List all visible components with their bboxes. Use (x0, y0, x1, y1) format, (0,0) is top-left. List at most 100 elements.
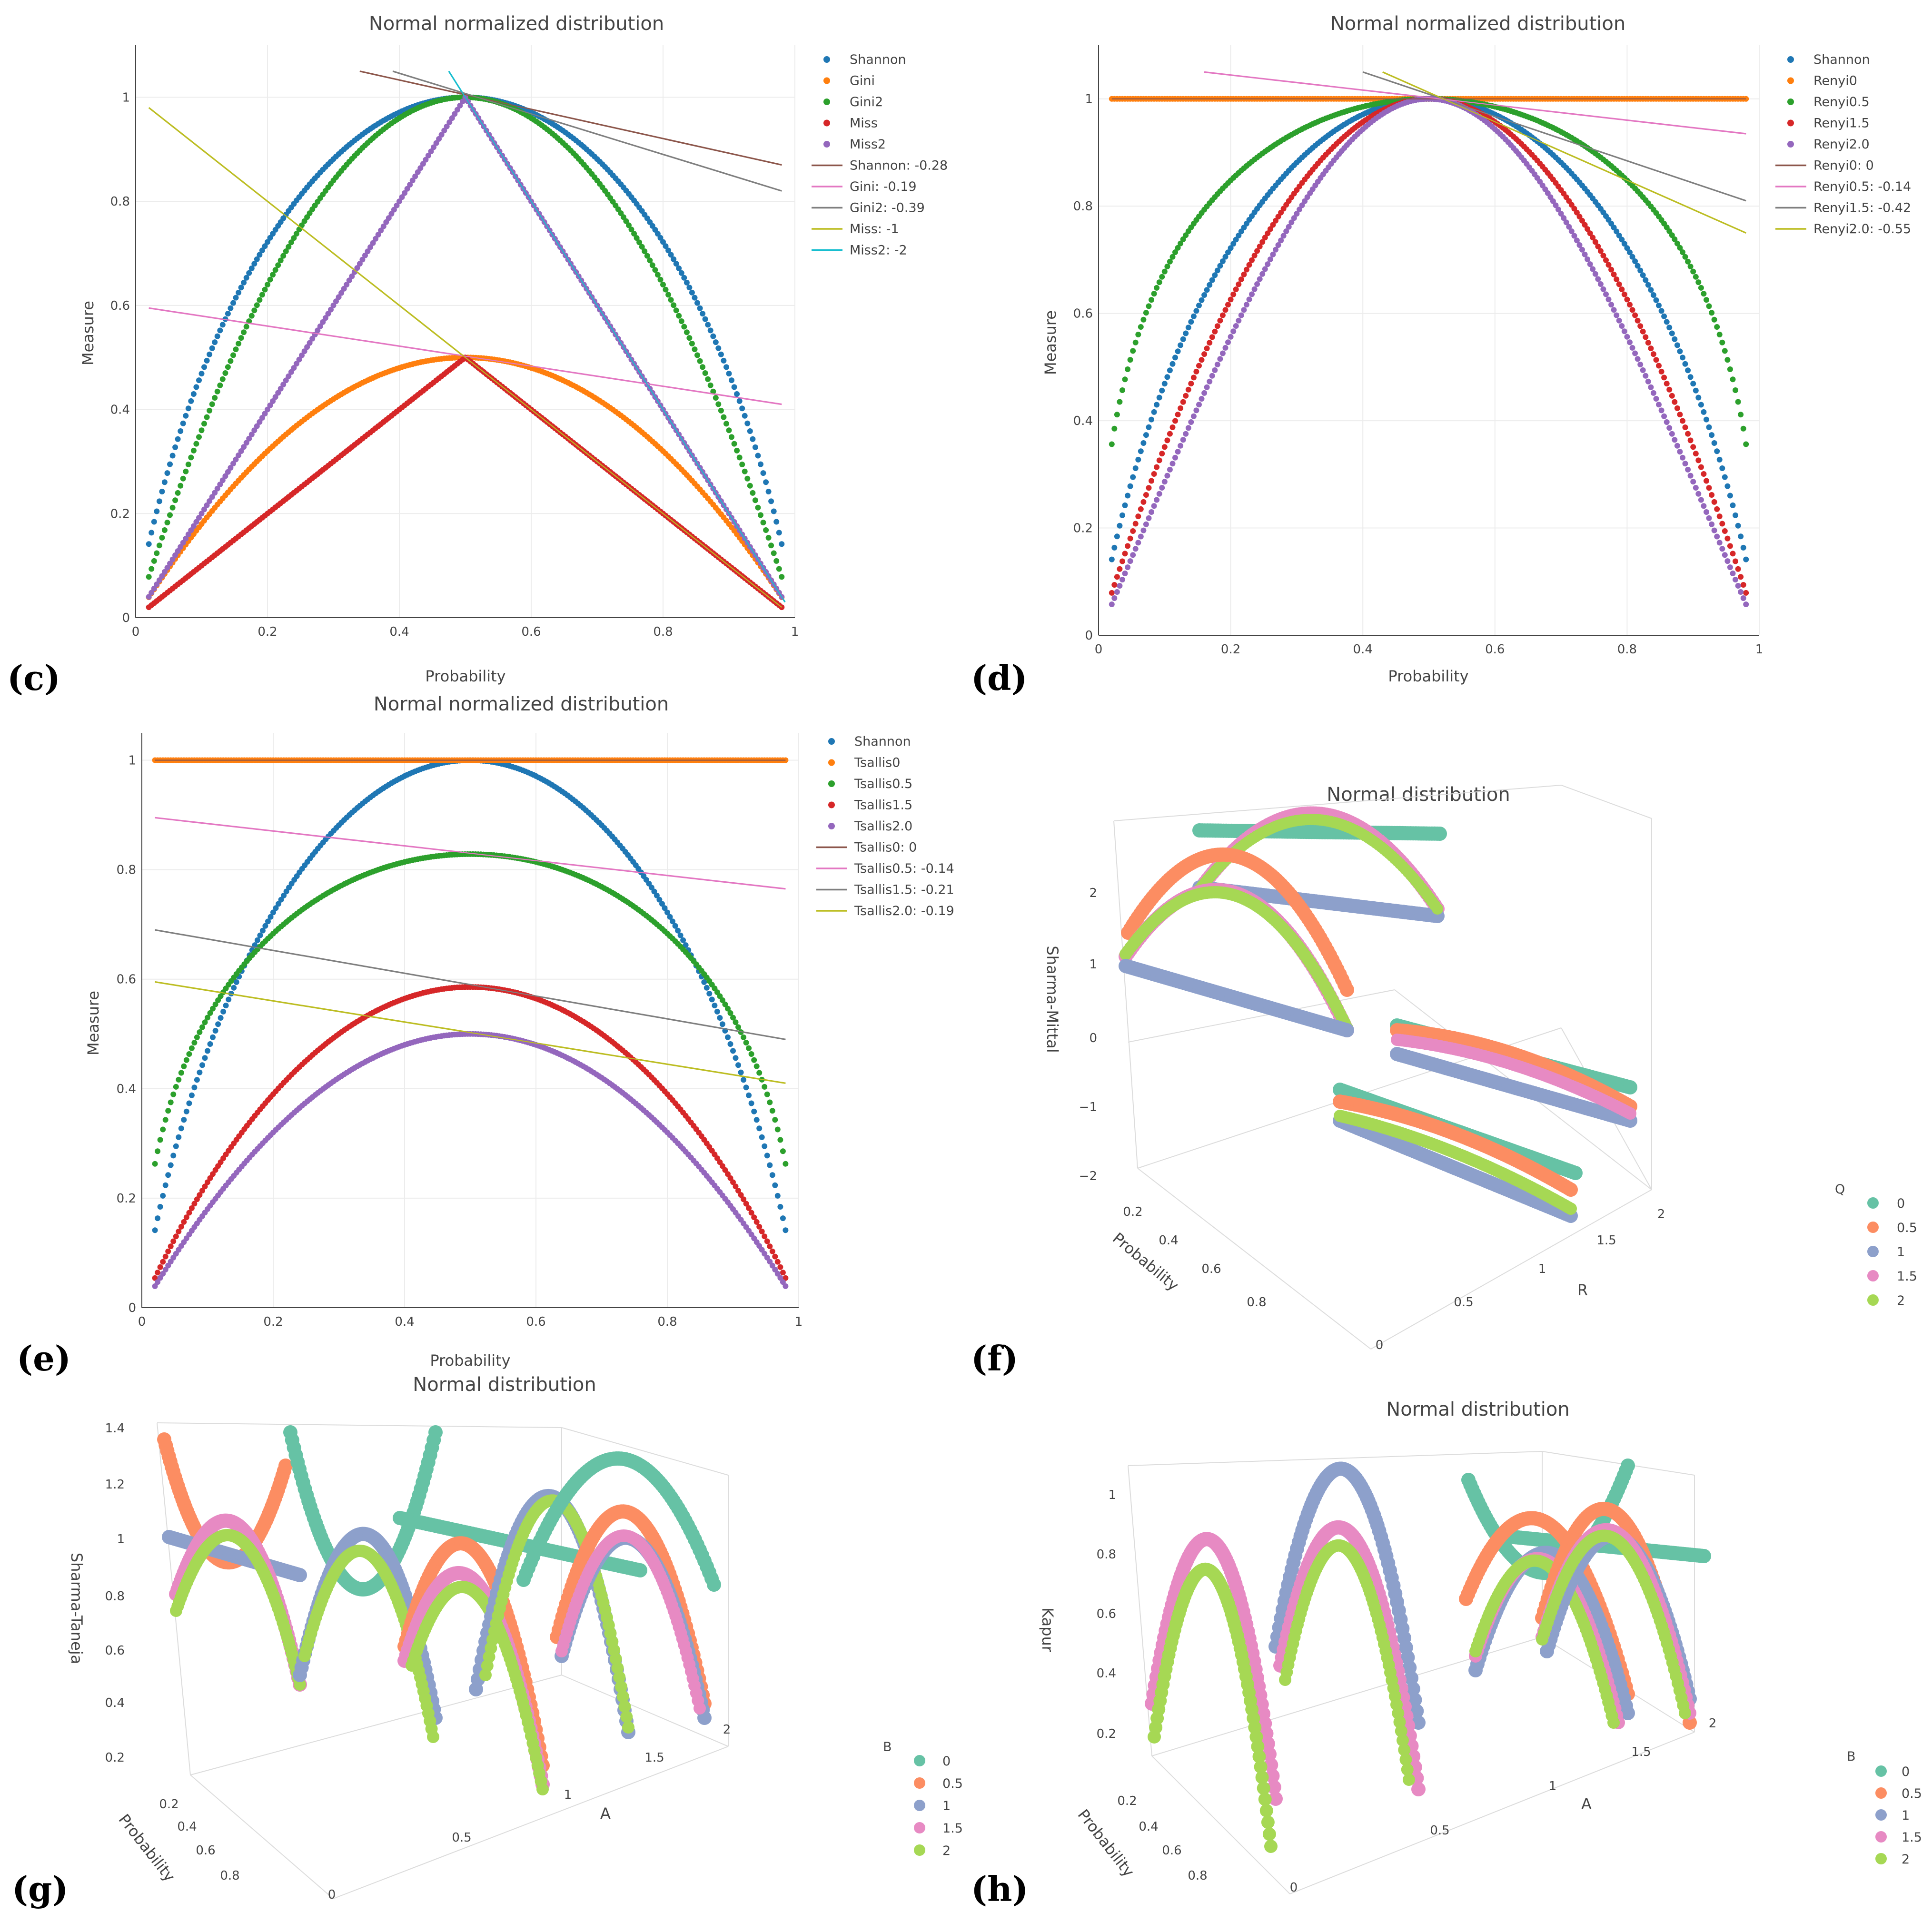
data-point (341, 286, 347, 292)
data-point (214, 333, 220, 339)
series-Shannon (1109, 96, 1749, 562)
legend-d[interactable]: Shannon Renyi0 Renyi0.5 Renyi1.5 Renyi2.0 Ren… (1775, 52, 1911, 237)
data-point (1243, 302, 1249, 308)
legend-item-Miss2[interactable]: Miss2 (823, 137, 886, 152)
data-point (1127, 535, 1133, 542)
data-point (744, 475, 751, 482)
legend-item-Shannon[interactable]: Shannon (823, 52, 906, 67)
data-point (701, 979, 707, 985)
legend-item-line-3[interactable]: Renyi2.0: -0.55 (1775, 222, 1911, 237)
data-point (694, 352, 700, 358)
legend-item-line-0[interactable]: Renyi0: 0 (1775, 158, 1874, 173)
legend-item-line-3[interactable]: Tsallis2.0: -0.19 (816, 904, 954, 918)
data-point (1120, 512, 1125, 518)
legend-marker (823, 56, 830, 63)
legend-e[interactable]: Shannon Tsallis0 Tsallis0.5 Tsallis1.5 Tsall… (816, 734, 954, 918)
fit-line-overlay-3 (1382, 71, 1746, 234)
legend-item-line-0[interactable]: Tsallis0: 0 (816, 840, 917, 855)
data-point (768, 498, 774, 504)
legend-item-line-1[interactable]: Tsallis0.5: -0.14 (816, 861, 954, 876)
data-point (634, 235, 640, 241)
data-point (713, 395, 719, 401)
data-point (307, 340, 313, 346)
data-point (741, 1034, 747, 1040)
data-point (409, 177, 416, 184)
data-point (1120, 387, 1125, 393)
data-point (1199, 357, 1205, 363)
data-point (1183, 393, 1189, 399)
data-point (746, 1092, 752, 1098)
legend-item-Tsallis1.5[interactable]: Tsallis1.5 (828, 798, 912, 813)
data-point (196, 515, 202, 521)
data-point (288, 239, 294, 246)
legend-label: Tsallis0 (854, 756, 900, 770)
legend-label: Renyi0: 0 (1813, 158, 1874, 173)
legend-c[interactable]: Shannon Gini Gini2 Miss Miss2 Shannon: -0.28 G… (812, 52, 948, 258)
legend-item-Tsallis0.5[interactable]: Tsallis0.5 (828, 777, 912, 791)
data-point (275, 390, 281, 396)
data-point (1574, 237, 1580, 244)
data-point (729, 377, 734, 384)
data-point (671, 256, 677, 262)
data-point (692, 295, 698, 301)
legend-item-Tsallis2.0[interactable]: Tsallis2.0 (828, 819, 912, 834)
data-point (162, 1117, 168, 1123)
legend-item-Miss[interactable]: Miss (823, 116, 878, 131)
x-tick-label: 0.6 (1485, 642, 1505, 657)
data-point (1149, 297, 1154, 303)
legend-item-line-4[interactable]: Miss2: -2 (812, 243, 907, 258)
legend-item-line-1[interactable]: Renyi0.5: -0.14 (1775, 179, 1911, 194)
data-point (1270, 251, 1276, 257)
data-point (1664, 419, 1670, 425)
legend-item-Gini[interactable]: Gini (823, 74, 875, 89)
data-point (1278, 237, 1284, 244)
data-point (1724, 535, 1731, 542)
scatter-points-e (152, 757, 789, 1289)
data-point (1605, 262, 1612, 268)
data-point (276, 901, 281, 907)
legend-item-line-0[interactable]: Shannon: -0.28 (812, 158, 948, 173)
legend-item-Tsallis0[interactable]: Tsallis0 (828, 756, 900, 770)
data-point (181, 1117, 187, 1123)
data-point (175, 548, 181, 554)
data-point (1637, 323, 1644, 329)
data-point (168, 1162, 174, 1168)
data-point (652, 267, 658, 273)
data-point (190, 391, 197, 397)
data-point (1698, 464, 1704, 470)
legend-label: Gini2: -0.39 (850, 201, 925, 216)
legend-item-line-2[interactable]: Gini2: -0.39 (812, 201, 925, 216)
data-point (739, 462, 745, 467)
legend-item-Shannon[interactable]: Shannon (1787, 52, 1870, 67)
legend-item-Renyi0.5[interactable]: Renyi0.5 (1787, 95, 1870, 109)
panel-label-e: (e) (17, 1338, 71, 1379)
data-point (747, 483, 753, 489)
surface-point (1433, 827, 1447, 841)
data-point (1585, 256, 1591, 262)
legend-item-Renyi1.5[interactable]: Renyi1.5 (1787, 116, 1870, 131)
legend-item-Renyi2.0[interactable]: Renyi2.0 (1787, 137, 1870, 152)
legend-item-Renyi0[interactable]: Renyi0 (1787, 74, 1857, 89)
data-point (170, 1153, 177, 1159)
legend-item-line-1[interactable]: Gini: -0.19 (812, 179, 917, 194)
legend-item-line-2[interactable]: Renyi1.5: -0.42 (1775, 201, 1911, 216)
data-point (254, 302, 260, 308)
data-point (278, 897, 284, 903)
legend-item-Shannon[interactable]: Shannon (828, 734, 911, 749)
data-point (1587, 230, 1593, 237)
data-point (744, 420, 751, 426)
data-point (771, 550, 777, 556)
data-point (257, 932, 263, 938)
data-point (1619, 237, 1625, 243)
legend-item-line-2[interactable]: Tsallis1.5: -0.21 (816, 883, 954, 897)
legend-item-line-3[interactable]: Miss: -1 (812, 222, 899, 237)
data-point (1727, 543, 1733, 549)
data-point (210, 1005, 216, 1012)
data-point (460, 99, 466, 105)
data-point (209, 345, 215, 351)
y-ticks-d: 00.20.40.60.81 (1073, 92, 1093, 643)
legend-item-Gini2[interactable]: Gini2 (823, 95, 883, 109)
data-point (1711, 440, 1717, 446)
data-point (160, 1193, 166, 1199)
data-point (1687, 473, 1694, 479)
